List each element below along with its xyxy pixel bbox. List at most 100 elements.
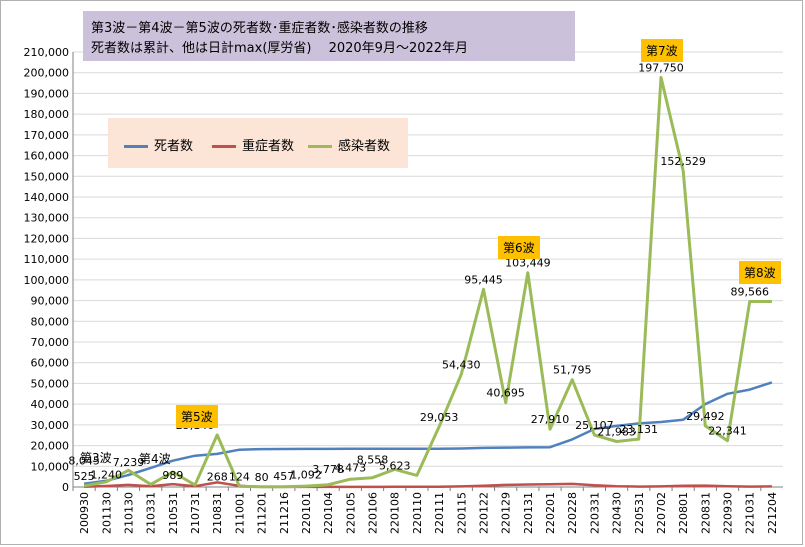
x-tick-label: 220801 — [677, 492, 690, 534]
data-label: 89,566 — [730, 285, 769, 298]
y-tick-label: 150,000 — [24, 170, 70, 183]
data-label: 51,795 — [553, 364, 592, 377]
legend-swatch-infections — [308, 145, 332, 148]
x-tick-label: 220104 — [322, 492, 335, 534]
x-tick-label: 220201 — [544, 492, 557, 534]
x-tick-label: 220702 — [655, 492, 668, 534]
x-tick-label: 220101 — [300, 492, 313, 534]
y-tick-label: 210,000 — [24, 46, 70, 59]
chart-title-box: 第3波－第4波－第5波の死者数･重症者数･感染者数の推移 死者数は累計、他は日計… — [83, 11, 575, 61]
x-tick-label: 220108 — [389, 492, 402, 534]
x-tick-label: 210130 — [122, 492, 135, 534]
y-tick-label: 180,000 — [24, 108, 70, 121]
data-label: 197,750 — [638, 61, 684, 74]
data-label: 5,623 — [379, 459, 411, 472]
x-tick-label: 220122 — [477, 492, 490, 534]
legend-label-deaths: 死者数 — [154, 139, 194, 154]
data-label: 7,239 — [113, 456, 145, 469]
x-tick-label: 201130 — [100, 492, 113, 534]
chart-title-line-1: 第3波－第4波－第5波の死者数･重症者数･感染者数の推移 — [91, 21, 428, 36]
y-tick-label: 160,000 — [24, 150, 70, 163]
data-label: 1,092 — [290, 469, 322, 482]
data-label: 103,449 — [505, 257, 551, 270]
y-tick-label: 70,000 — [31, 336, 70, 349]
x-tick-label: 220110 — [411, 492, 424, 534]
x-tick-label: 200930 — [78, 492, 91, 534]
y-tick-label: 0 — [62, 481, 69, 494]
y-tick-label: 90,000 — [31, 295, 70, 308]
y-tick-label: 20,000 — [31, 440, 70, 453]
x-tick-label: 220228 — [566, 492, 579, 534]
data-label: 989 — [162, 469, 183, 482]
x-tick-label: 220831 — [699, 492, 712, 534]
data-label: 124 — [229, 471, 250, 484]
x-tick-label: 220531 — [633, 492, 646, 534]
data-label: 22,341 — [708, 425, 747, 438]
legend-label-infections: 感染者数 — [338, 139, 391, 154]
x-tick-label: 221031 — [744, 492, 757, 534]
y-tick-label: 130,000 — [24, 212, 70, 225]
data-label: 8,045 — [68, 454, 100, 467]
x-tick-label: 220106 — [367, 492, 380, 534]
wave-4-label: 第4波 — [139, 452, 171, 466]
wave-8-label: 第8波 — [739, 261, 781, 284]
x-tick-label: 220115 — [455, 492, 468, 534]
series-line-infections — [83, 75, 772, 489]
legend-label-severe: 重症者数 — [242, 139, 295, 154]
y-tick-label: 120,000 — [24, 232, 70, 245]
y-tick-label: 10,000 — [31, 460, 70, 473]
wave-3-label: 第3波 — [80, 451, 112, 465]
wave-5-label: 第5波 — [176, 405, 218, 428]
y-tick-label: 110,000 — [24, 253, 70, 266]
legend-item-infections: 感染者数 — [308, 135, 390, 154]
data-label: 25,107 — [575, 419, 614, 432]
series-line-deaths — [83, 381, 773, 485]
data-label: 54,430 — [442, 358, 481, 371]
data-label: 23,131 — [620, 423, 659, 436]
y-tick-label: 200,000 — [24, 67, 70, 80]
data-label: 95,445 — [464, 273, 503, 286]
data-label: 8,558 — [357, 453, 389, 466]
x-tick-label: 220331 — [588, 492, 601, 534]
x-tick-label: 220131 — [522, 492, 535, 534]
series-line-severe — [84, 481, 772, 489]
data-label: 27,910 — [531, 413, 570, 426]
x-tick-label: 211216 — [278, 492, 291, 534]
wave-7-label: 第7波 — [641, 39, 683, 62]
x-tick-label: 220105 — [344, 492, 357, 534]
x-tick-label: 210331 — [145, 492, 158, 534]
data-label: 1,240 — [91, 468, 123, 481]
wave-6-label: 第6波 — [498, 236, 540, 259]
y-tick-label: 190,000 — [24, 87, 70, 100]
x-tick-label: 210731 — [189, 492, 202, 534]
legend: 死者数 重症者数 感染者数 — [108, 118, 408, 168]
x-tick-label: 210531 — [167, 492, 180, 534]
x-tick-label: 210831 — [211, 492, 224, 534]
data-label: 40,695 — [486, 387, 525, 400]
chart-title-line-2: 死者数は累計、他は日計max(厚労省) 2020年9月～2022年月 — [91, 41, 469, 56]
legend-item-deaths: 死者数 — [124, 135, 193, 154]
x-tick-label: 220930 — [722, 492, 735, 534]
data-label: 80 — [255, 471, 269, 484]
legend-item-severe: 重症者数 — [212, 135, 294, 154]
data-label: 29,492 — [686, 410, 725, 423]
data-label: 4,473 — [335, 462, 367, 475]
x-tick-label: 211201 — [256, 492, 269, 534]
y-tick-label: 50,000 — [31, 377, 70, 390]
x-tick-label: 220430 — [611, 492, 624, 534]
y-tick-label: 100,000 — [24, 274, 70, 287]
data-label: 268 — [207, 470, 228, 483]
data-label: 29,053 — [420, 411, 459, 424]
x-tick-label: 220111 — [433, 492, 446, 534]
data-label: 457 — [273, 470, 294, 483]
x-tick-label: 220129 — [500, 492, 513, 534]
data-label: 525 — [74, 470, 95, 483]
x-tick-label: 221204 — [766, 492, 779, 534]
legend-swatch-severe — [212, 145, 236, 148]
y-tick-label: 30,000 — [31, 419, 70, 432]
y-tick-label: 60,000 — [31, 357, 70, 370]
legend-swatch-deaths — [124, 145, 148, 148]
x-tick-label: 211001 — [233, 492, 246, 534]
